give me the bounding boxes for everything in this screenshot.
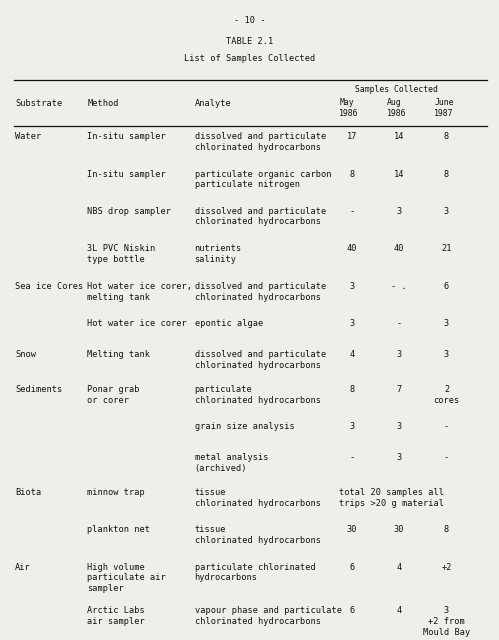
Text: 6: 6 [444,282,449,291]
Text: +2: +2 [441,563,452,572]
Text: 8: 8 [349,385,354,394]
Text: -: - [444,453,449,462]
Text: Water: Water [15,132,41,141]
Text: 17: 17 [346,132,357,141]
Text: 6: 6 [349,563,354,572]
Text: Samples Collected: Samples Collected [355,85,438,94]
Text: 3: 3 [397,453,402,462]
Text: dissolved and particulate
chlorinated hydrocarbons: dissolved and particulate chlorinated hy… [195,350,326,370]
Text: 3: 3 [349,422,354,431]
Text: minnow trap: minnow trap [87,488,145,497]
Text: Hot water ice corer,
melting tank: Hot water ice corer, melting tank [87,282,192,302]
Text: dissolved and particulate
chlorinated hydrocarbons: dissolved and particulate chlorinated hy… [195,282,326,302]
Text: Analyte: Analyte [195,99,232,108]
Text: - .: - . [391,282,407,291]
Text: -: - [349,207,354,216]
Text: vapour phase and particulate
chlorinated hydrocarbons: vapour phase and particulate chlorinated… [195,606,342,626]
Text: In-situ sampler: In-situ sampler [87,170,166,179]
Text: 8: 8 [444,132,449,141]
Text: Aug
1986: Aug 1986 [387,98,406,118]
Text: 4: 4 [397,563,402,572]
Text: tissue
chlorinated hydrocarbons: tissue chlorinated hydrocarbons [195,488,321,508]
Text: - 10 -: - 10 - [234,16,265,25]
Text: 4: 4 [349,350,354,359]
Text: Sea ice Cores: Sea ice Cores [15,282,83,291]
Text: May
1986: May 1986 [339,98,359,118]
Text: 8: 8 [444,525,449,534]
Text: grain size analysis: grain size analysis [195,422,294,431]
Text: Arctic Labs
air sampler: Arctic Labs air sampler [87,606,145,626]
Text: 7: 7 [397,385,402,394]
Text: 3: 3 [444,319,449,328]
Text: Melting tank: Melting tank [87,350,150,359]
Text: plankton net: plankton net [87,525,150,534]
Text: 3: 3 [397,422,402,431]
Text: 3L PVC Niskin
type bottle: 3L PVC Niskin type bottle [87,244,156,264]
Text: 3: 3 [349,282,354,291]
Text: Air: Air [15,563,31,572]
Text: Snow: Snow [15,350,36,359]
Text: 6: 6 [349,606,354,615]
Text: List of Samples Collected: List of Samples Collected [184,54,315,63]
Text: 21: 21 [441,244,452,253]
Text: 3: 3 [444,350,449,359]
Text: dissolved and particulate
chlorinated hydrocarbons: dissolved and particulate chlorinated hy… [195,132,326,152]
Text: -: - [444,422,449,431]
Text: NBS drop sampler: NBS drop sampler [87,207,171,216]
Text: 8: 8 [444,170,449,179]
Text: epontic algae: epontic algae [195,319,263,328]
Text: 3
+2 from
Mould Bay: 3 +2 from Mould Bay [423,606,470,637]
Text: 3: 3 [444,207,449,216]
Text: 4: 4 [397,606,402,615]
Text: 14: 14 [394,170,405,179]
Text: nutrients
salinity: nutrients salinity [195,244,242,264]
Text: 3: 3 [349,319,354,328]
Text: Sediments: Sediments [15,385,62,394]
Text: Ponar grab
or corer: Ponar grab or corer [87,385,140,405]
Text: In-situ sampler: In-situ sampler [87,132,166,141]
Text: High volume
particulate air
sampler: High volume particulate air sampler [87,563,166,593]
Text: particulate chlorinated
hydrocarbons: particulate chlorinated hydrocarbons [195,563,315,582]
Text: 40: 40 [346,244,357,253]
Text: 40: 40 [394,244,405,253]
Text: total 20 samples all
trips >20 g material: total 20 samples all trips >20 g materia… [339,488,444,508]
Text: Biota: Biota [15,488,41,497]
Text: 3: 3 [397,207,402,216]
Text: -: - [349,453,354,462]
Text: 30: 30 [394,525,405,534]
Text: Method: Method [87,99,119,108]
Text: TABLE 2.1: TABLE 2.1 [226,37,273,46]
Text: 2
cores: 2 cores [434,385,460,405]
Text: June
1987: June 1987 [434,98,454,118]
Text: tissue
chlorinated hydrocarbons: tissue chlorinated hydrocarbons [195,525,321,545]
Text: Hot water ice corer: Hot water ice corer [87,319,187,328]
Text: particulate
chlorinated hydrocarbons: particulate chlorinated hydrocarbons [195,385,321,405]
Text: Substrate: Substrate [15,99,62,108]
Text: 3: 3 [397,350,402,359]
Text: dissolved and particulate
chlorinated hydrocarbons: dissolved and particulate chlorinated hy… [195,207,326,227]
Text: -: - [397,319,402,328]
Text: particulate organic carbon
particulate nitrogen: particulate organic carbon particulate n… [195,170,331,189]
Text: metal analysis
(archived): metal analysis (archived) [195,453,268,473]
Text: 8: 8 [349,170,354,179]
Text: 14: 14 [394,132,405,141]
Text: 30: 30 [346,525,357,534]
